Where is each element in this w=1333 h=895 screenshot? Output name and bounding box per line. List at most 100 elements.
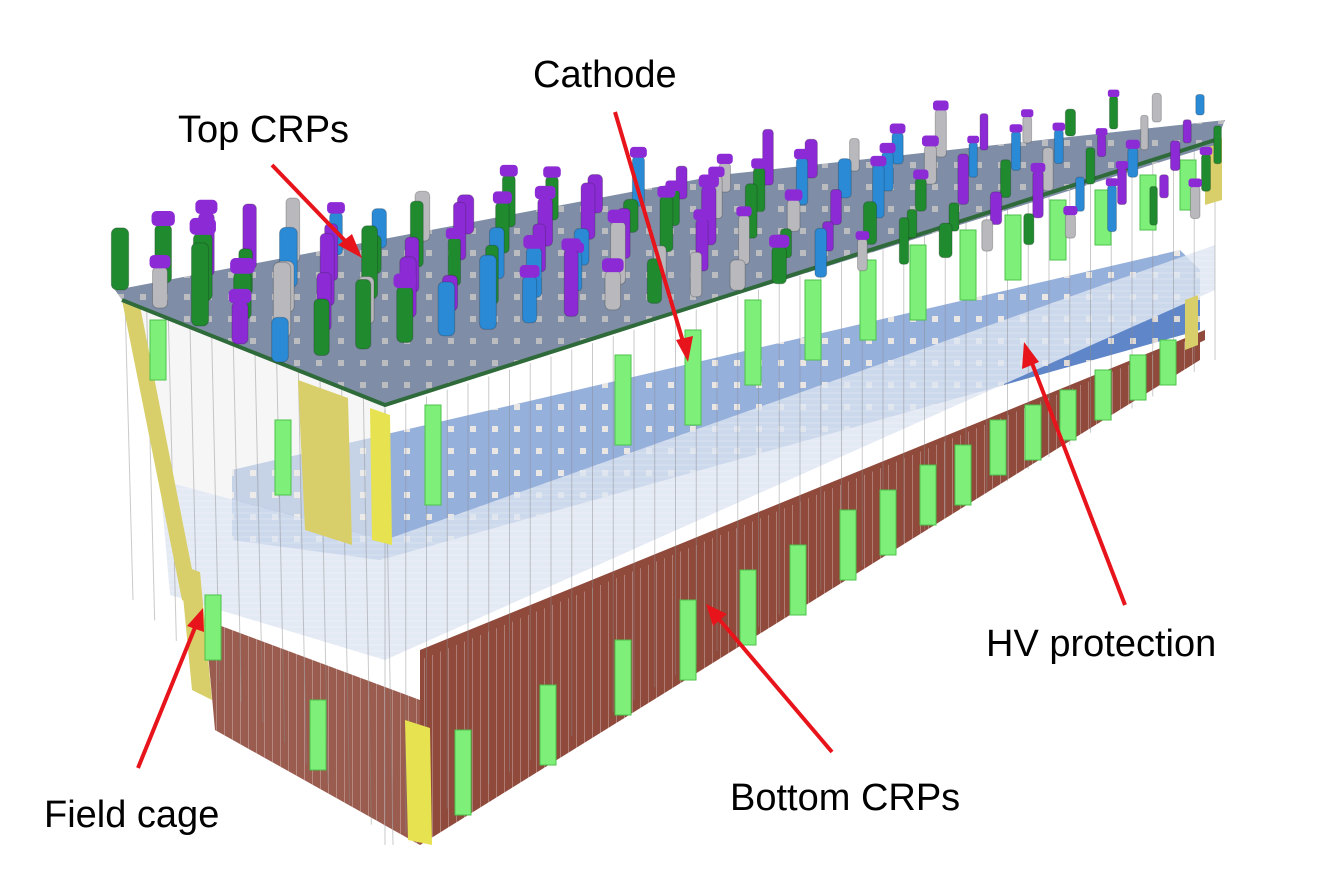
chimney-icon <box>1053 129 1064 165</box>
chimney-icon <box>1159 174 1169 199</box>
chimney-icon <box>561 238 581 251</box>
chimney-icon <box>313 298 330 356</box>
chimney-icon <box>736 206 752 217</box>
field-cage-post-mid <box>298 380 352 545</box>
field-cage-strip <box>362 396 372 825</box>
module-lower <box>1059 389 1077 441</box>
module-end <box>204 594 222 661</box>
chimney-icon <box>1085 147 1096 185</box>
module-end <box>274 419 292 496</box>
chimney-icon <box>499 164 518 177</box>
chimney-icon <box>1199 147 1213 156</box>
chimney-icon <box>657 186 676 198</box>
arrow-icon <box>338 234 362 258</box>
module-lower <box>919 464 937 526</box>
arrow-cathode <box>613 111 693 362</box>
chimney-icon <box>914 177 927 212</box>
top-chimneys <box>110 89 1222 363</box>
chimney-icon <box>195 199 218 214</box>
chimney-icon <box>1023 213 1035 246</box>
module-lower <box>1024 404 1042 461</box>
arrow-bottom-crps <box>706 604 834 754</box>
chimney-icon <box>738 214 750 265</box>
chimney-icon <box>967 135 980 144</box>
chimney-icon <box>938 222 953 259</box>
chimney-icon <box>689 251 703 298</box>
chimney-icon <box>1105 178 1119 187</box>
chimney-icon <box>1010 131 1022 171</box>
module-lower <box>839 509 857 581</box>
chimney-icon <box>563 248 579 317</box>
chimney-icon <box>784 189 803 201</box>
module-upper <box>1004 214 1022 281</box>
chimney-icon <box>149 254 171 269</box>
module-upper <box>744 299 762 386</box>
chimney-icon <box>1149 186 1158 226</box>
chimney-icon <box>1095 128 1108 136</box>
module-upper <box>909 244 927 321</box>
field-cage-strip <box>297 369 307 764</box>
chimney-icon <box>1117 167 1127 206</box>
chimney-icon <box>771 245 787 285</box>
chimney-icon <box>1189 185 1201 220</box>
chimney-icon <box>393 273 417 289</box>
chimney-icon <box>1064 213 1076 239</box>
chimney-icon <box>522 275 538 324</box>
arrow-top-crps <box>270 163 362 258</box>
chimney-icon <box>830 188 842 226</box>
module-lower <box>1094 369 1112 421</box>
chimney-icon <box>629 146 647 158</box>
chimney-icon <box>921 135 939 147</box>
chimney-icon <box>814 227 828 278</box>
arrow-icon <box>676 336 693 362</box>
module-upper <box>959 229 977 301</box>
field-cage-strip <box>254 352 264 723</box>
hv-protection-band-lines <box>160 245 1215 660</box>
label-field-cage: Field cage <box>44 794 219 836</box>
chimney-icon <box>519 265 540 278</box>
chimney-icon <box>659 195 674 253</box>
cathode-grid <box>232 250 1200 560</box>
arrow-icon <box>706 604 727 626</box>
module-lower <box>1129 354 1147 401</box>
top-deck-edge <box>121 138 1216 408</box>
chimney-icon <box>604 270 622 311</box>
label-cathode: Cathode <box>533 54 677 96</box>
top-deck-grid <box>115 120 1225 405</box>
field-cage-post-left-low <box>180 565 212 700</box>
chimney-icon <box>355 279 372 350</box>
chimney-icon <box>968 141 978 178</box>
chimney-icon <box>1022 115 1033 144</box>
module-lower <box>539 684 557 766</box>
chimney-icon <box>889 123 906 134</box>
chimney-icon <box>794 148 810 160</box>
arrow-hv-protection <box>1022 342 1127 606</box>
module-end <box>149 319 167 381</box>
chimney-icon <box>543 166 561 178</box>
field-cage-post-front-low <box>405 720 432 845</box>
chimney-icon <box>693 209 711 221</box>
chimney-icon <box>708 166 725 178</box>
module-end <box>309 699 327 771</box>
chimney-icon <box>1107 184 1117 233</box>
chimney-icon <box>913 169 929 180</box>
label-hv-protection: HV protection <box>986 623 1216 665</box>
chimney-icon <box>523 235 545 249</box>
chimney-icon <box>190 242 210 327</box>
module-lower <box>879 489 897 556</box>
chimney-icon <box>646 258 663 304</box>
chimney-icon <box>1182 119 1192 144</box>
chimney-icon <box>1213 125 1222 165</box>
chimney-icon <box>762 128 774 186</box>
chimney-icon <box>948 202 960 232</box>
chimney-icon <box>230 257 255 274</box>
chimney-icon <box>1021 109 1034 118</box>
chimney-icon <box>110 227 130 291</box>
module-lower <box>739 569 757 646</box>
chimney-icon <box>837 158 852 199</box>
module-lower <box>454 729 472 816</box>
chimney-icon <box>271 316 289 363</box>
arrow-icon <box>1022 342 1039 369</box>
chimney-icon <box>1169 140 1181 172</box>
